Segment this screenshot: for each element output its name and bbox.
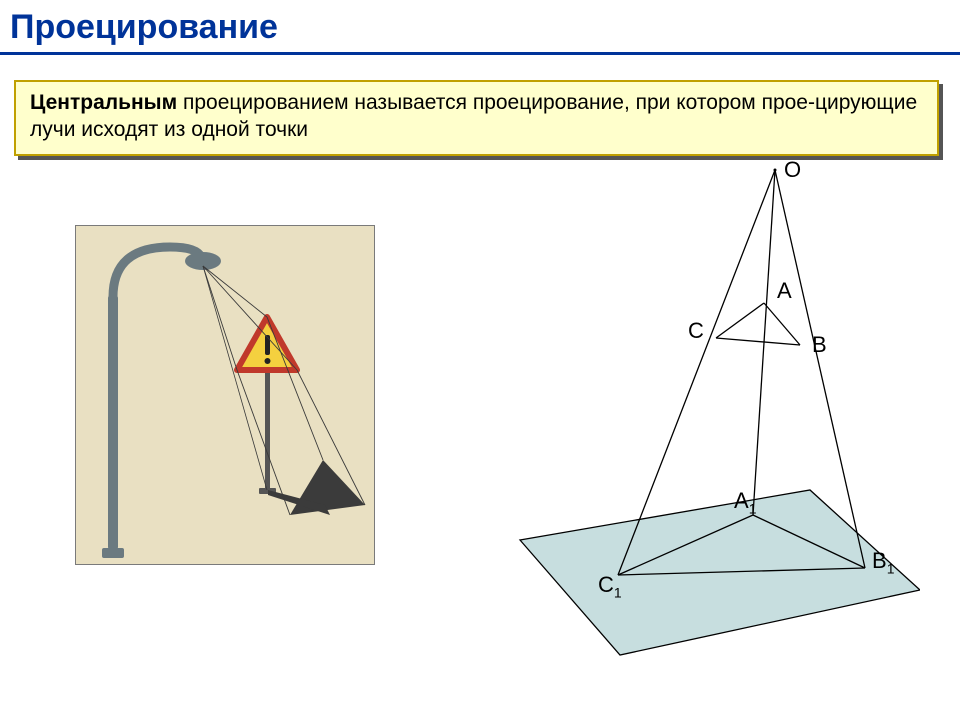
streetlamp-illustration	[75, 225, 375, 565]
title-underline	[0, 52, 960, 55]
label-O: O	[784, 157, 801, 183]
label-C: C	[688, 318, 704, 344]
projection-diagram	[500, 160, 920, 660]
definition-lead: Центральным	[30, 91, 177, 114]
label-B1: B1	[872, 548, 894, 576]
page-title: Проецирование	[10, 8, 278, 47]
label-A1: A1	[734, 488, 756, 516]
definition-box: Центральным проецированием называется пр…	[14, 80, 939, 156]
label-A: A	[777, 278, 792, 304]
label-C1: C1	[598, 572, 622, 600]
label-B: B	[812, 332, 827, 358]
